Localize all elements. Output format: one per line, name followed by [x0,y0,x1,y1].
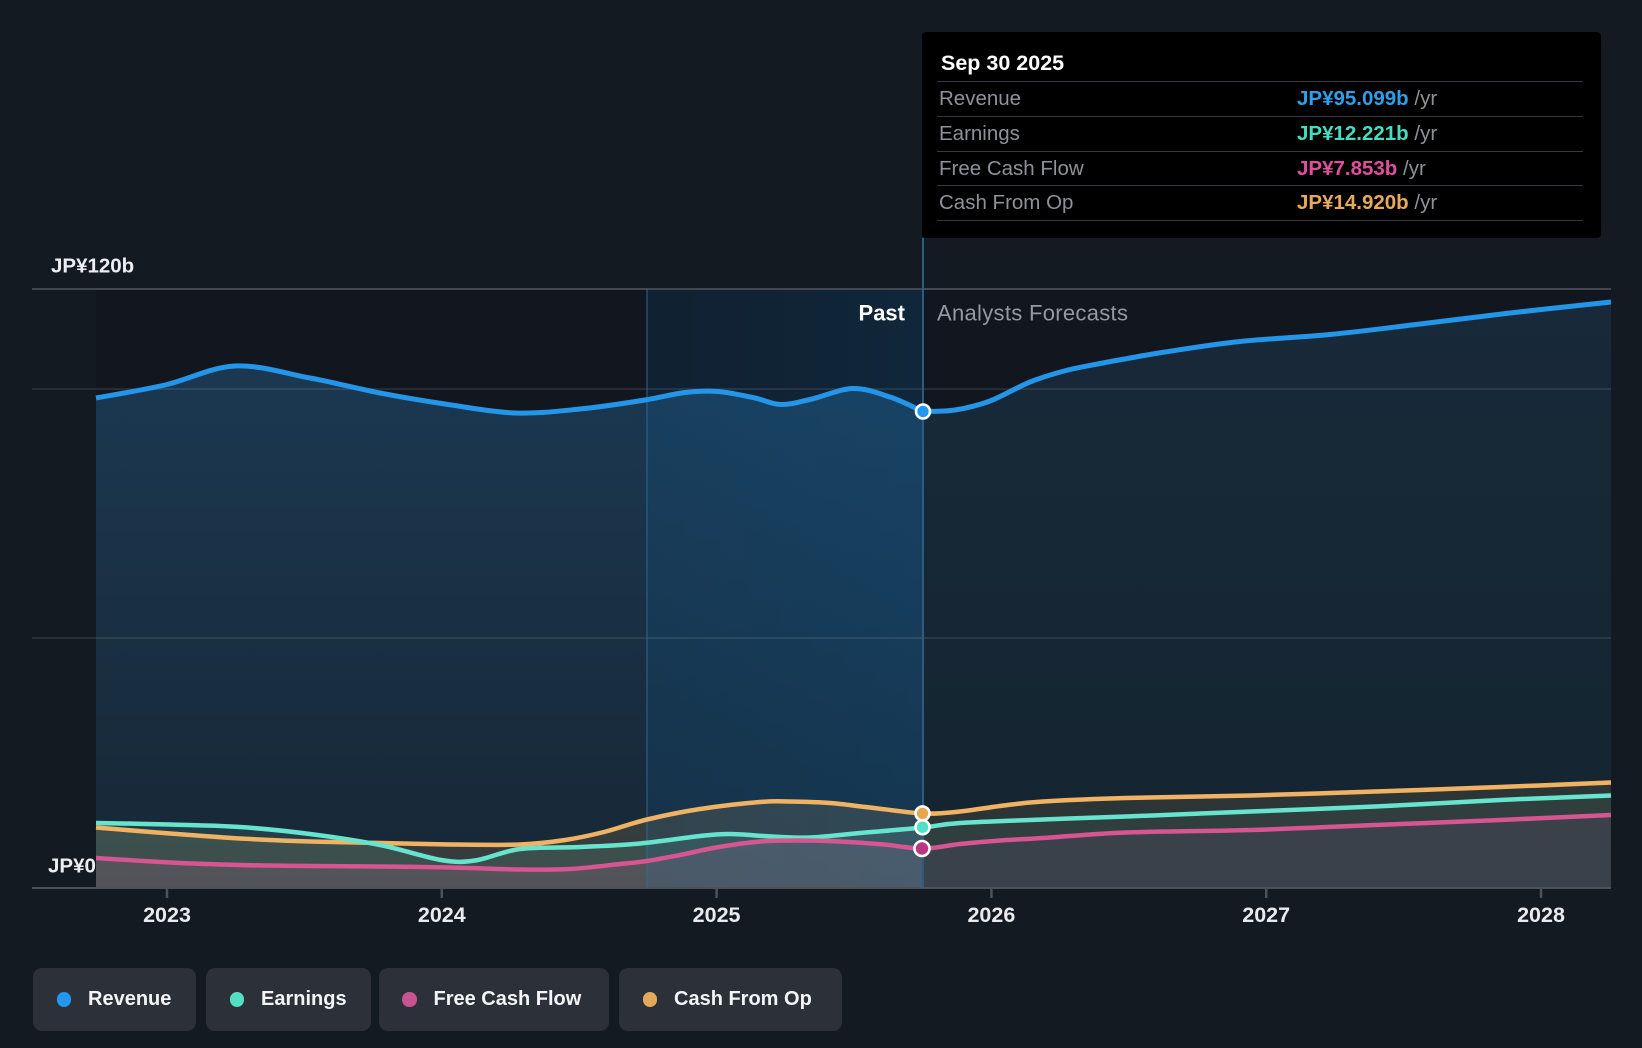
svg-text:Past: Past [859,301,906,326]
svg-text:JP¥0: JP¥0 [48,854,96,877]
svg-text:2024: 2024 [418,903,466,927]
svg-text:2026: 2026 [967,903,1015,927]
svg-text:Analysts Forecasts: Analysts Forecasts [937,301,1128,326]
svg-text:2028: 2028 [1517,903,1565,927]
svg-text:2027: 2027 [1242,903,1290,927]
svg-text:2023: 2023 [143,903,191,927]
svg-text:JP¥120b: JP¥120b [51,255,134,278]
svg-text:2025: 2025 [693,903,741,927]
